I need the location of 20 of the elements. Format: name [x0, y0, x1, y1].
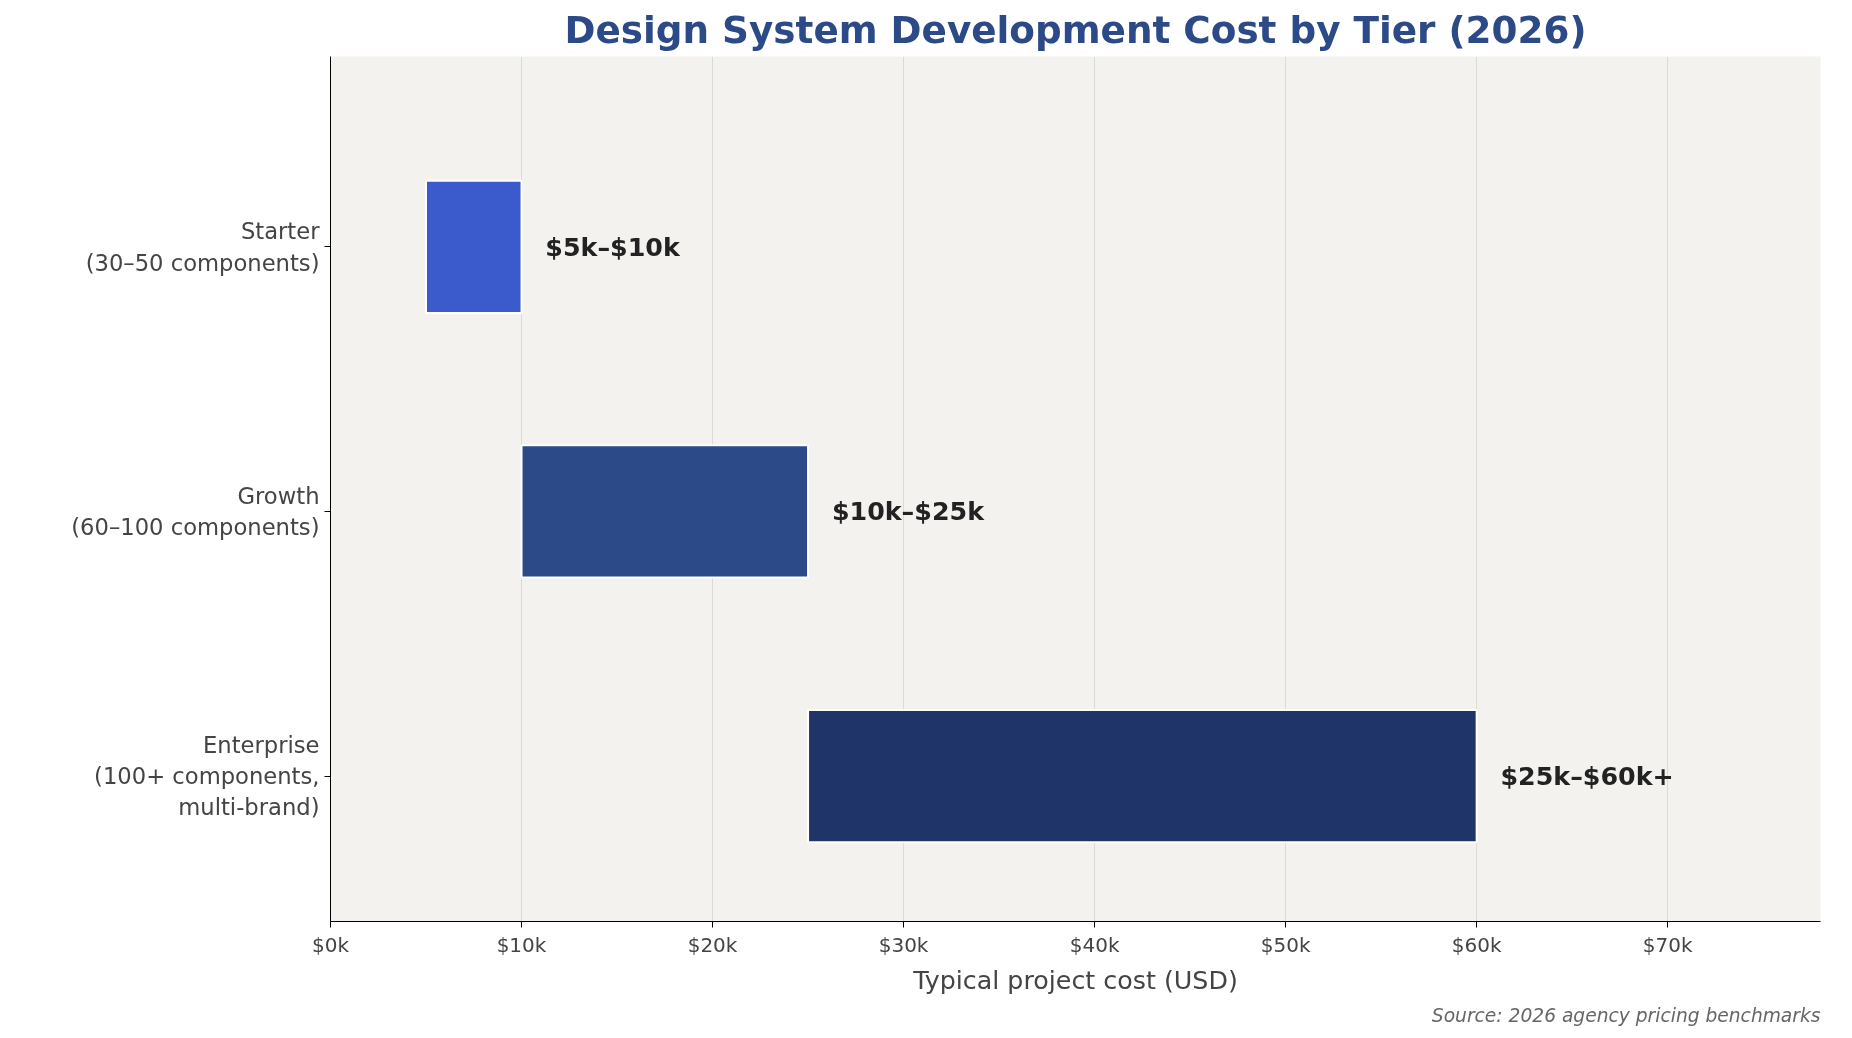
annotation: $10k–$25k	[831, 496, 986, 527]
x-tick-label: $50k	[1260, 932, 1311, 957]
y-tick-label: Enterprise (100+ components, multi-brand)	[94, 731, 320, 821]
x-tick-label: $70k	[1642, 932, 1693, 957]
x-axis-title: Typical project cost (USD)	[912, 964, 1238, 995]
bar	[520, 444, 810, 579]
y-tick-label: Starter (30–50 components)	[85, 218, 321, 276]
chart-title: Design System Development Cost by Tier (2026)	[564, 7, 1587, 52]
x-tick-label: $60k	[1451, 932, 1502, 957]
y-tick-label: Growth (60–100 components)	[71, 482, 320, 541]
x-tick-label: $40k	[1069, 932, 1120, 957]
x-tick-label: $30k	[878, 932, 929, 957]
x-tick-label: $10k	[496, 932, 547, 957]
x-tick-label: $20k	[687, 932, 738, 957]
annotation: $25k–$60k+	[1500, 761, 1674, 792]
x-tick-label: $0k	[311, 932, 350, 957]
bar	[807, 708, 1478, 844]
annotation: $5k–$10k	[545, 231, 681, 262]
source-note: Source: 2026 agency pricing benchmarks	[1431, 1004, 1821, 1026]
bar	[425, 179, 523, 315]
